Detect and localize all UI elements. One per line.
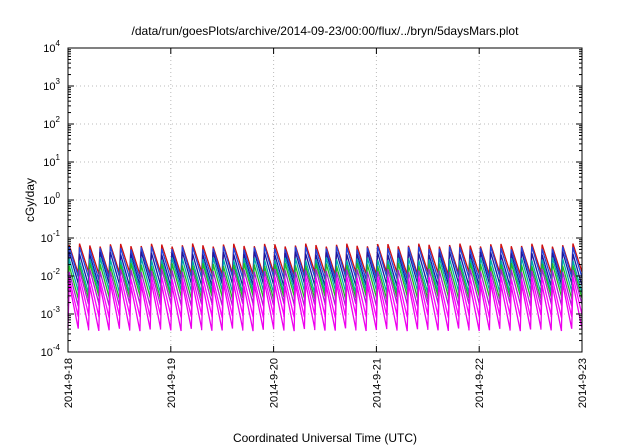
y-tick-label: 10-1 bbox=[41, 229, 61, 245]
y-tick-label: 103 bbox=[43, 77, 60, 93]
x-axis-label: Coordinated Universal Time (UTC) bbox=[233, 431, 417, 445]
y-axis-label: cGy/day bbox=[23, 178, 37, 222]
y-tick-label: 101 bbox=[43, 153, 60, 169]
y-tick-label: 100 bbox=[43, 191, 60, 207]
x-tick-label: 2014-9-21 bbox=[371, 358, 383, 408]
x-tick-label: 2014-9-22 bbox=[474, 358, 486, 408]
y-tick-label: 102 bbox=[43, 115, 60, 131]
y-tick-label: 10-4 bbox=[41, 343, 61, 359]
series-group bbox=[67, 243, 583, 332]
chart-title: /data/run/goesPlots/archive/2014-09-23/0… bbox=[132, 24, 520, 38]
y-tick-label: 104 bbox=[43, 39, 60, 55]
series-line bbox=[67, 282, 583, 332]
y-tick-label: 10-3 bbox=[41, 305, 61, 321]
y-axis: 10-4 10-3 10-2 10-1 100 101 102 103 104 bbox=[41, 39, 582, 359]
x-tick-label: 2014-9-18 bbox=[63, 358, 75, 408]
x-tick-label: 2014-9-23 bbox=[577, 358, 589, 408]
y-tick-label: 10-2 bbox=[41, 267, 61, 283]
x-tick-label: 2014-9-19 bbox=[166, 358, 178, 408]
x-tick-label: 2014-9-20 bbox=[269, 358, 281, 408]
x-axis: 2014-9-18 2014-9-19 2014-9-20 2014-9-21 2014… bbox=[63, 48, 589, 408]
